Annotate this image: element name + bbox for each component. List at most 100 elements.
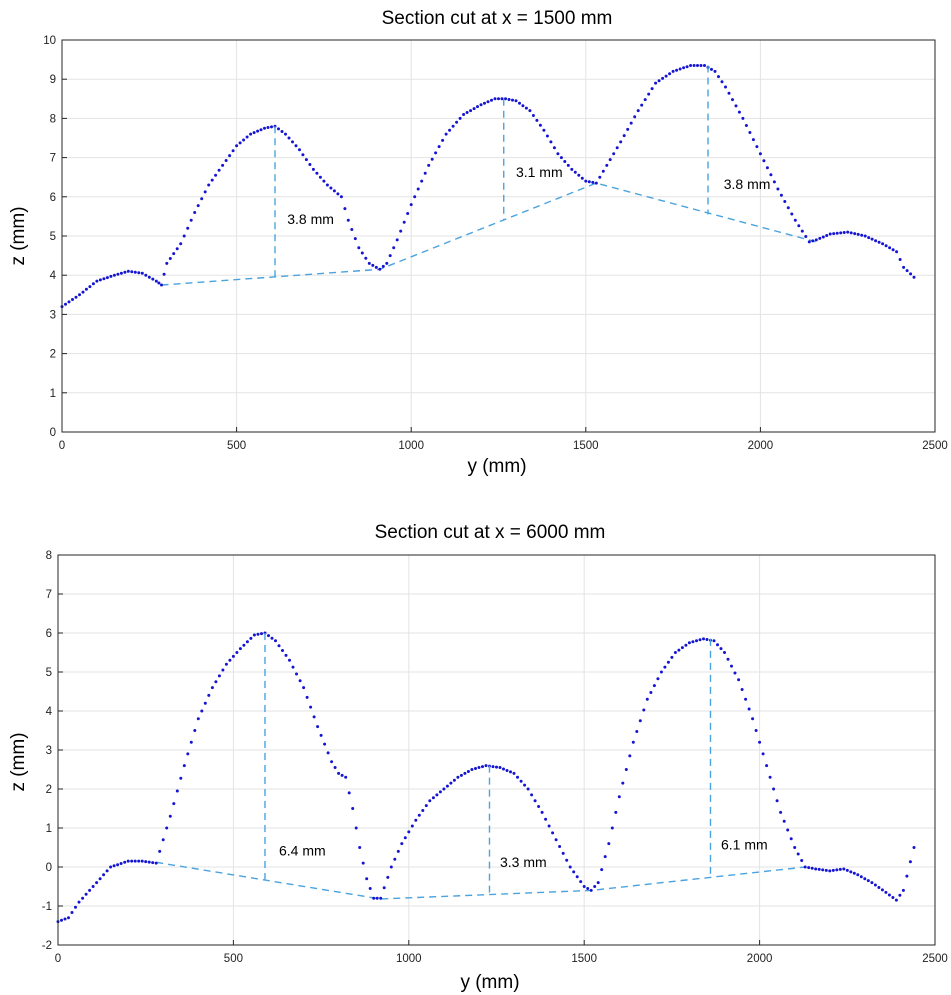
profile-point [624,768,628,771]
profile-point [210,178,214,182]
profile-point [779,810,783,814]
profile-point [238,647,242,651]
profile-point [537,805,541,808]
profile-point [130,270,134,274]
profile-point [444,132,448,136]
profile-point [481,765,484,769]
profile-point [242,643,246,647]
y-tick-label: 3 [50,309,56,321]
profile-point [622,134,626,138]
profile-point [814,238,818,242]
profile-point [207,693,211,697]
profile-point [374,265,378,269]
y-tick-label: 5 [46,667,52,679]
x-tick-label: 2500 [922,953,948,965]
profile-point [274,639,277,643]
profile-point [151,277,155,281]
profile-point [579,880,583,884]
profile-point [407,830,411,834]
profile-point [561,851,565,855]
profile-point [629,121,633,125]
profile-point [656,677,660,681]
profile-point [828,869,832,873]
profile-point [755,145,759,149]
profile-point [165,826,169,830]
profile-point [367,261,371,265]
profile-point [659,670,663,674]
profile-point [870,881,874,885]
profile-point [877,240,881,244]
profile-point [775,799,779,803]
profile-point [322,179,326,183]
profile-point [908,860,912,864]
y-tick-label: 0 [50,427,56,439]
profile-point [311,167,315,171]
profile-point [428,799,432,803]
profile-point [612,152,616,156]
profile-point [853,232,857,236]
profile-point [245,135,249,139]
profile-point [713,69,717,73]
profile-point [888,246,892,250]
profile-point [502,767,505,771]
y-tick-label: -2 [42,940,52,952]
profile-point [519,779,523,783]
profile-point [486,100,490,104]
profile-point [281,649,284,652]
y-tick-label: 9 [50,74,56,86]
profile-point [758,740,762,744]
profile-point [123,270,127,274]
profile-point [70,911,74,914]
profile-point [776,187,780,191]
profile-point [353,237,357,241]
profile-point [77,900,81,904]
profile-point [474,767,477,770]
profile-point [793,218,797,222]
profile-point [109,274,113,278]
profile-point [368,887,372,890]
profile-point [437,145,441,149]
profile-point [684,643,688,647]
height-label: 3.3 mm [500,854,547,870]
profile-point [168,257,172,260]
profile-point [591,180,595,184]
profile-point [105,869,109,873]
profile-point [635,730,639,733]
profile-point [84,287,88,291]
profile-points [56,631,916,924]
profile-point [60,918,63,922]
profile-point [452,778,456,782]
profile-point [130,859,134,863]
profile-point [758,152,762,156]
profile-point [563,160,567,163]
y-tick-label: 8 [50,113,56,125]
profile-point [186,226,190,230]
profile-point [252,633,256,637]
profile-point [586,887,590,890]
profile-point [821,868,825,872]
profile-point [179,776,183,780]
profile-point [193,211,197,214]
profile-point [687,641,691,645]
profile-point [379,896,383,900]
profile-point [172,802,176,806]
x-axis-label: y (mm) [467,456,526,477]
profile-point [189,740,193,744]
profile-point [395,238,399,242]
profile-point [814,867,818,871]
profile-point [668,72,672,76]
profile-point [140,859,144,863]
profile-point [598,175,602,179]
profile-point [691,640,695,644]
profile-point [741,116,745,120]
y-tick-label: -1 [42,901,52,913]
profile-point [217,674,221,678]
y-tick-label: 2 [46,784,52,796]
height-label: 6.1 mm [721,836,768,852]
profile-point [577,173,581,177]
profile-point [252,131,256,135]
profile-point [347,791,351,795]
profile-point [133,859,137,863]
profile-point [696,64,699,67]
profile-point [144,273,148,277]
